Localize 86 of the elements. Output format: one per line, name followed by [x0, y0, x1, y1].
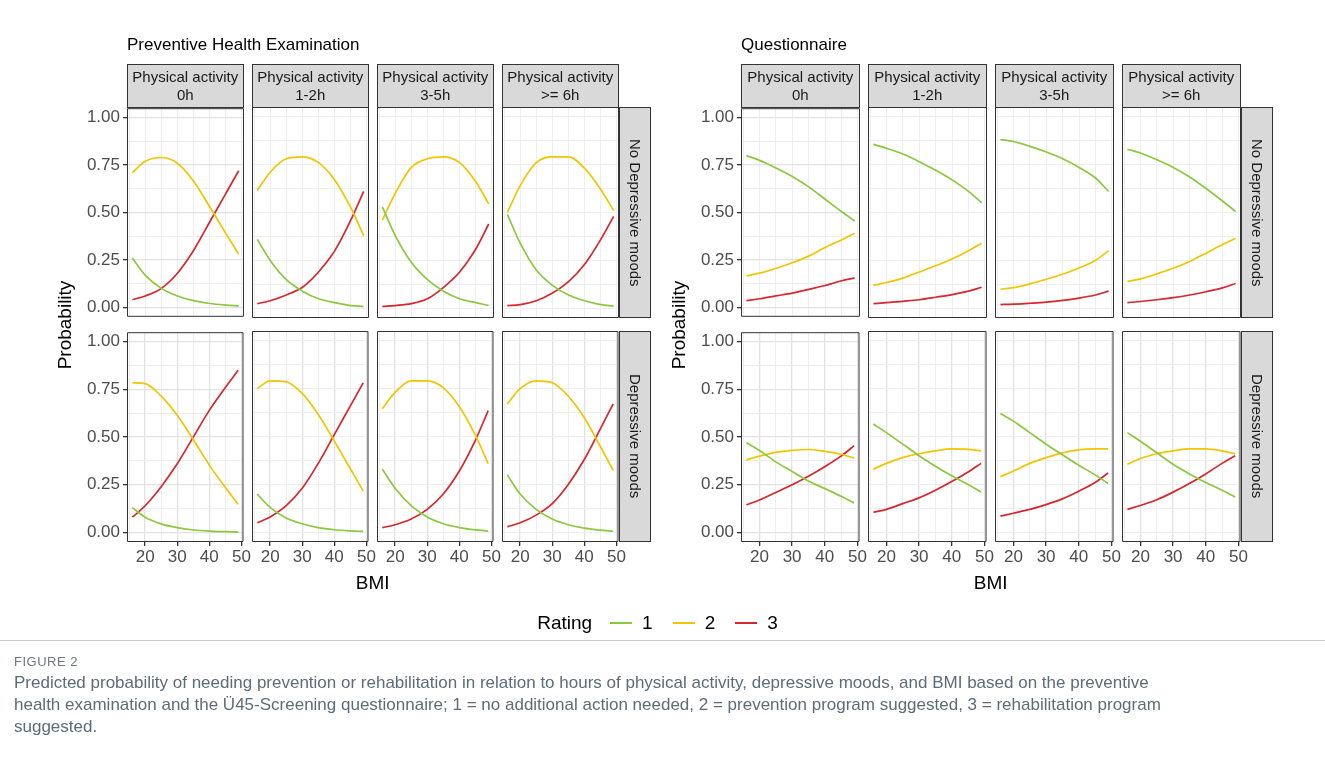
y-tick-label: 0.25	[700, 249, 734, 269]
y-tick-label: 0.50	[86, 426, 120, 446]
y-tick-label: 1.00	[700, 331, 734, 351]
x-tick-label: 20	[260, 546, 280, 566]
x-tick-label: 40	[815, 546, 835, 566]
y2-axis-title: Depressive moods	[1240, 331, 1273, 542]
line-series	[131, 506, 240, 533]
x-tick-label: 40	[574, 546, 594, 566]
chart-title: Physical activity 1-2h	[868, 64, 987, 108]
y-tick-label: 0.25	[86, 474, 120, 494]
x-tick-label: 30	[417, 546, 437, 566]
legend-label: 2	[704, 612, 716, 634]
x-tick-label: 40	[942, 546, 962, 566]
y2-axis-title: No Depressive moods	[618, 107, 651, 318]
chart-title: Physical activity 0h	[127, 64, 244, 108]
x-tick-label: 40	[1069, 546, 1089, 566]
y-tick-label: 1.00	[86, 331, 120, 351]
line-series	[745, 232, 856, 277]
line-series	[131, 156, 240, 256]
x-axis-title: BMI	[972, 572, 1009, 594]
x-tick-label: 20	[876, 546, 896, 566]
y-tick-label: 0.50	[700, 426, 734, 446]
y2-axis-title: Depressive moods	[618, 331, 651, 542]
chart-title: Physical activity 1-2h	[252, 64, 369, 108]
x-tick-label: 30	[1036, 546, 1056, 566]
line-series	[131, 257, 240, 307]
x-tick-label: 50	[356, 546, 376, 566]
y-tick-label: 0.25	[86, 249, 120, 269]
y-tick-label: 0.75	[86, 154, 120, 174]
x-tick-label: 50	[481, 546, 501, 566]
y-tick-label: 0.75	[700, 379, 734, 399]
chart-title: Physical activity >= 6h	[502, 64, 619, 108]
x-tick-label: 20	[385, 546, 405, 566]
x-tick-label: 30	[292, 546, 312, 566]
line-series	[745, 154, 856, 222]
x-tick-label: 20	[1003, 546, 1023, 566]
y-tick-label: 0.00	[700, 297, 734, 317]
x-tick-label: 30	[909, 546, 929, 566]
text: Predicted probability of needing prevention or rehabilitation in relation to hours of physical activity, depressive moods, and BMI based on the preventive health examination and the Ü45-Screening questionnaire; 1 = no additional action needed, 2 = prevention program suggested, 3 = rehabilitation program suggested.	[14, 672, 1162, 738]
y-tick-label: 0.50	[700, 202, 734, 222]
x-tick-label: 20	[135, 546, 155, 566]
x-axis-title: BMI	[354, 572, 391, 594]
caption: FIGURE 2	[14, 654, 78, 669]
text: Preventive Health Examination	[127, 35, 360, 55]
y-tick-label: 0.75	[700, 154, 734, 174]
x-tick-label: 40	[1196, 546, 1216, 566]
y-tick-label: 0.25	[700, 474, 734, 494]
y-tick-label: 1.00	[700, 107, 734, 127]
x-tick-label: 50	[606, 546, 626, 566]
x-tick-label: 50	[974, 546, 994, 566]
chart-title: Physical activity >= 6h	[1122, 64, 1241, 108]
x-tick-label: 20	[1130, 546, 1150, 566]
chart-title: Physical activity 3-5h	[377, 64, 494, 108]
y-tick-label: 0.00	[86, 522, 120, 542]
chart-title: Physical activity 3-5h	[995, 64, 1114, 108]
x-tick-label: 20	[510, 546, 530, 566]
x-tick-label: 50	[1228, 546, 1248, 566]
y-tick-label: 0.00	[86, 297, 120, 317]
y-tick-label: 0.00	[700, 522, 734, 542]
chart-title: Physical activity 0h	[741, 64, 860, 108]
legend-label: 1	[642, 612, 653, 634]
x-tick-label: 50	[1101, 546, 1121, 566]
y-tick-label: 0.75	[86, 379, 120, 399]
line-series	[131, 369, 240, 519]
x-tick-label: 30	[782, 546, 802, 566]
y-axis-title: Probability	[54, 279, 76, 371]
y2-axis-title: No Depressive moods	[1240, 107, 1273, 318]
line-series	[131, 381, 240, 506]
legend-title: Rating	[537, 612, 593, 634]
legend-label: 3	[767, 612, 778, 634]
x-tick-label: 30	[542, 546, 562, 566]
x-tick-label: 40	[324, 546, 344, 566]
y-axis-title: Probability	[668, 279, 690, 371]
y-tick-label: 1.00	[86, 107, 120, 127]
x-tick-label: 50	[231, 546, 251, 566]
line-series	[745, 448, 855, 461]
text: Questionnaire	[741, 35, 847, 55]
x-tick-label: 20	[749, 546, 769, 566]
line-series	[745, 277, 856, 302]
x-tick-label: 40	[199, 546, 219, 566]
x-tick-label: 30	[1163, 546, 1183, 566]
x-tick-label: 40	[449, 546, 469, 566]
y-tick-label: 0.50	[86, 202, 120, 222]
x-tick-label: 30	[167, 546, 187, 566]
line-series	[131, 169, 240, 301]
x-tick-label: 50	[847, 546, 867, 566]
